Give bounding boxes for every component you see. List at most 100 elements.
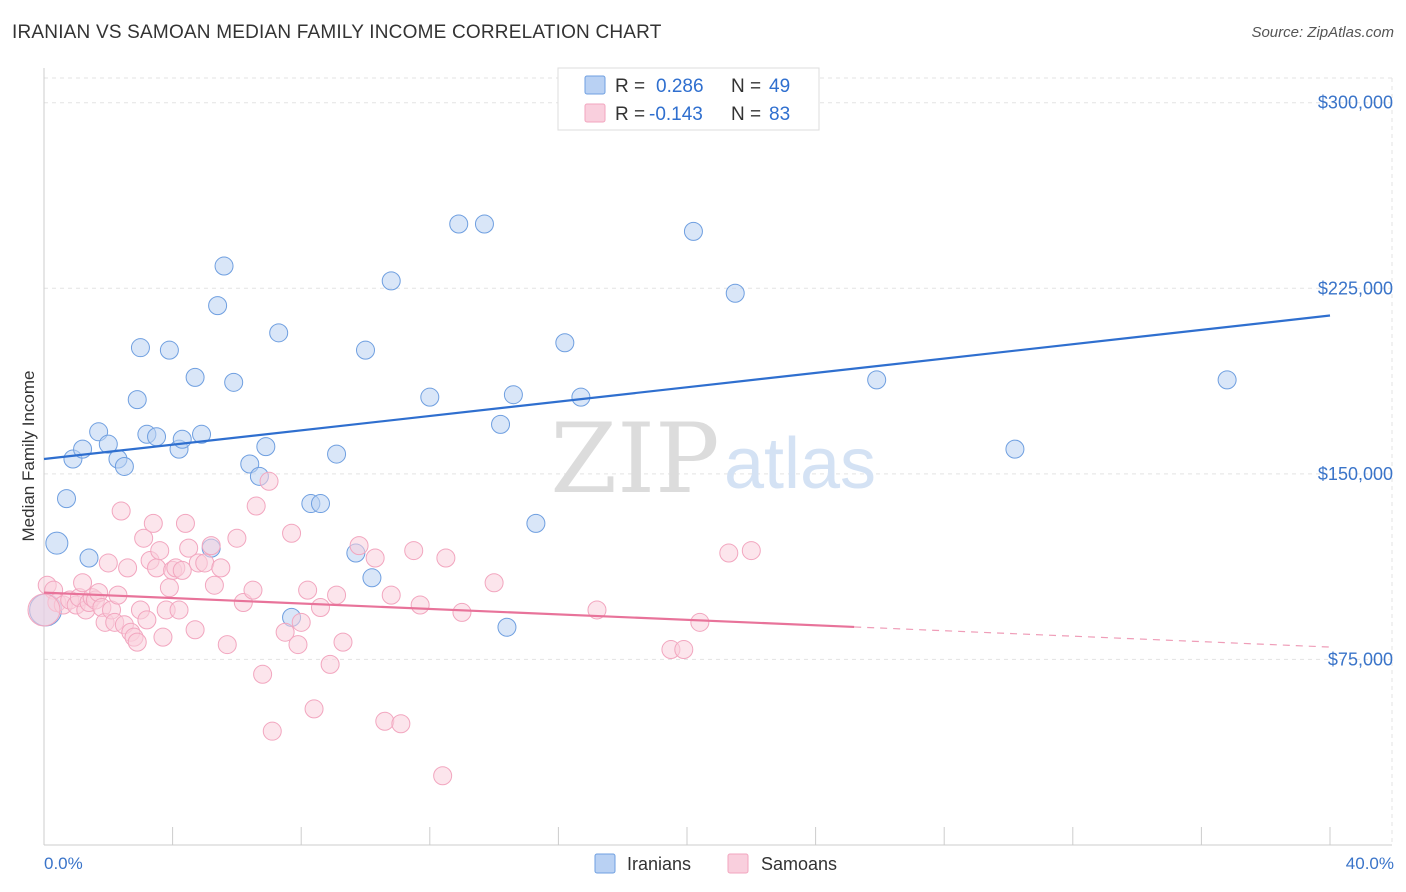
samoans-point [172, 560, 192, 580]
axes [43, 68, 1392, 846]
watermark-zip: ZIP [550, 403, 719, 515]
samoans-trend-line [43, 591, 855, 629]
samoans-point [690, 612, 710, 632]
iranians-point [79, 548, 99, 568]
samoans-point [150, 541, 170, 561]
samoans-point [310, 597, 330, 617]
x-tick-label-max: 40.0% [1346, 854, 1394, 873]
samoans-point [282, 523, 302, 543]
samoans-point [452, 602, 472, 622]
samoans-point [211, 558, 231, 578]
series-swatch-samoans [727, 853, 749, 874]
legend-r-label-iranians: R = [615, 76, 645, 97]
iranians-point [224, 372, 244, 392]
samoans-point [288, 635, 308, 655]
samoans-point [375, 711, 395, 731]
samoans-point [433, 766, 453, 786]
samoans-point [298, 580, 318, 600]
iranians-point [474, 214, 494, 234]
stats-legend: R = 0.286 N = 49 R = -0.143 N = 83 [557, 67, 820, 131]
samoans-point [98, 553, 118, 573]
iranians-point [185, 367, 205, 387]
iranians-point [269, 323, 289, 343]
iranians-point [147, 427, 167, 447]
samoans-point [587, 600, 607, 620]
iranians-point [57, 489, 77, 509]
chart-title: IRANIAN VS SAMOAN MEDIAN FAMILY INCOME C… [12, 22, 662, 43]
samoans-point [175, 513, 195, 533]
samoans-point [127, 632, 147, 652]
samoans-trend-extension [854, 626, 1331, 648]
samoans-point [169, 600, 189, 620]
samoans-point [253, 664, 273, 684]
legend-r-value-samoans: -0.143 [649, 104, 703, 125]
samoans-point [259, 471, 279, 491]
samoans-point [410, 595, 430, 615]
samoans-point [147, 558, 167, 578]
iranians-point [491, 414, 511, 434]
samoans-point [195, 553, 215, 573]
legend-n-value-samoans: 83 [769, 104, 790, 125]
legend-n-label-samoans: N = [731, 104, 761, 125]
iranians-point [214, 256, 234, 276]
iranians-point [420, 387, 440, 407]
legend-n-label-iranians: N = [731, 76, 761, 97]
legend-swatch-iranians [584, 75, 606, 95]
samoans-point [134, 528, 154, 548]
samoans-point [381, 585, 401, 605]
iranians-point [683, 221, 703, 241]
y-tick-label: $300,000 [1318, 93, 1393, 113]
samoans-point [179, 538, 199, 558]
iranians-point [1005, 439, 1025, 459]
samoans-point [674, 640, 694, 660]
samoans-point [153, 627, 173, 647]
y-tick-label: $150,000 [1318, 464, 1393, 484]
x-tick-label-min: 0.0% [44, 854, 83, 873]
legend-r-label-samoans: R = [615, 104, 645, 125]
samoans-point [719, 543, 739, 563]
iranians-point [725, 283, 745, 303]
samoans-point [137, 610, 157, 630]
samoans-point [246, 496, 266, 516]
samoans-point [349, 536, 369, 556]
samoans-point [365, 548, 385, 568]
samoans-point [391, 714, 411, 734]
samoans-point [262, 721, 282, 741]
samoans-point [304, 699, 324, 719]
samoans-point [243, 580, 263, 600]
samoans-point [27, 593, 61, 627]
samoans-point [201, 536, 221, 556]
iranians-point [1217, 370, 1237, 390]
iranians-point [867, 370, 887, 390]
legend-swatch-samoans [584, 103, 606, 123]
samoans-point [111, 501, 131, 521]
iranians-point [356, 340, 375, 360]
iranians-point [98, 434, 118, 454]
samoans-point [436, 548, 456, 568]
iranians-point [310, 494, 330, 514]
samoans-point [185, 620, 205, 640]
samoans-point [217, 635, 237, 655]
series-label-iranians: Iranians [627, 854, 691, 874]
iranians-point [172, 429, 192, 449]
trend-lines [43, 314, 1331, 648]
iranians-point [497, 617, 517, 637]
legend-r-value-iranians: 0.286 [656, 76, 704, 97]
iranians-point [362, 568, 382, 588]
series-swatch-iranians [594, 853, 616, 874]
y-axis-label: Median Family Income [19, 370, 38, 541]
series-legend: Iranians Samoans [594, 853, 837, 874]
iranians-point [381, 271, 401, 291]
samoans-point [333, 632, 353, 652]
iranians-point [526, 513, 546, 533]
iranians-point [45, 531, 69, 555]
iranians-point [130, 338, 150, 358]
iranians-point [159, 340, 179, 360]
y-tick-label: $75,000 [1328, 649, 1393, 669]
iranians-trend-line [43, 314, 1331, 461]
legend-n-value-iranians: 49 [769, 76, 790, 97]
iranians-point [192, 424, 212, 444]
iranians-point [127, 390, 147, 410]
iranians-point [503, 385, 523, 405]
iranians-point [256, 437, 276, 457]
